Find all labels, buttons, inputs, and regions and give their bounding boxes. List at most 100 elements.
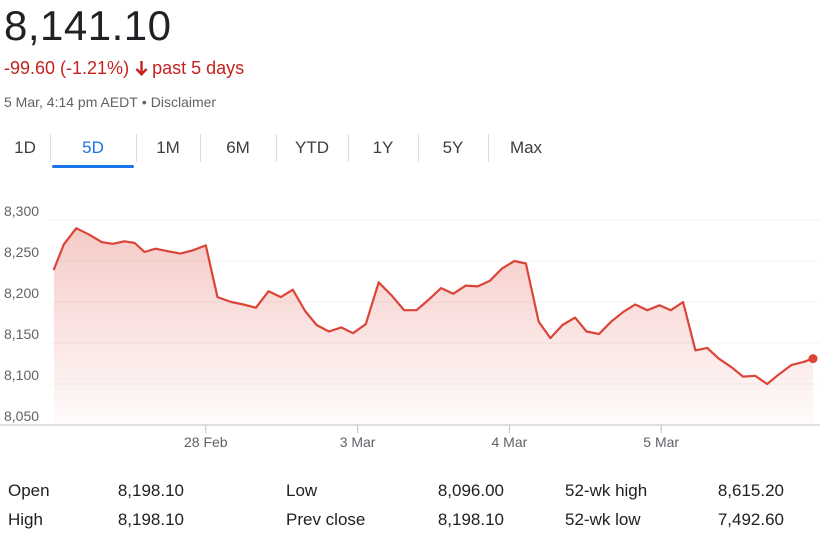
price-point xyxy=(427,298,431,302)
y-tick-label: 8,300 xyxy=(4,203,39,219)
stat-prev-close-label: Prev close xyxy=(286,510,366,529)
tab-1d[interactable]: 1D xyxy=(14,138,36,157)
tab-ytd[interactable]: YTD xyxy=(276,128,348,168)
tab-1m[interactable]: 1M xyxy=(136,128,200,168)
key-stats-table: Open 8,198.10 High 8,198.10 Low 8,096.00… xyxy=(0,472,838,542)
price-point xyxy=(122,239,126,243)
price-point xyxy=(279,295,283,299)
price-point xyxy=(191,248,195,252)
price-point xyxy=(537,320,541,324)
stat-low-label: Low xyxy=(286,481,318,500)
y-tick-label: 8,200 xyxy=(4,285,39,301)
price-point xyxy=(789,363,793,367)
price-point xyxy=(669,308,673,312)
price-point xyxy=(488,279,492,283)
price-point xyxy=(390,293,394,297)
price-points xyxy=(52,233,818,386)
price-point xyxy=(512,259,516,263)
price-point xyxy=(609,320,613,324)
stat-low-value: 8,096.00 xyxy=(437,481,504,500)
quote-timestamp: 5 Mar, 4:14 pm AEDT • Disclaimer xyxy=(4,92,216,112)
price-point xyxy=(765,382,769,386)
price-point xyxy=(464,284,468,288)
stat-52wk-low-value: 7,492.60 xyxy=(717,510,784,529)
y-tick-label: 8,250 xyxy=(4,244,39,260)
price-point xyxy=(100,240,104,244)
price-point xyxy=(178,252,182,256)
price-point xyxy=(573,316,577,320)
price-point xyxy=(645,308,649,312)
tab-6m[interactable]: 6M xyxy=(200,128,276,168)
tab-max[interactable]: Max xyxy=(488,128,564,168)
y-axis: 8,050 8,100 8,150 8,200 8,250 8,300 xyxy=(4,203,39,424)
price-point xyxy=(658,303,662,307)
price-point xyxy=(451,292,455,296)
price-point xyxy=(741,375,745,379)
x-axis: 28 Feb 3 Mar 4 Mar 5 Mar xyxy=(184,425,679,450)
price-point xyxy=(561,323,565,327)
price-point xyxy=(154,247,158,251)
x-tick-label: 5 Mar xyxy=(643,434,679,450)
price-point xyxy=(500,266,504,270)
price-point xyxy=(315,323,319,327)
price-point xyxy=(88,233,92,237)
stat-high-label: High xyxy=(8,510,43,529)
price-point xyxy=(802,360,806,364)
timestamp-separator: • xyxy=(141,94,147,110)
stat-52wk-high-value: 8,615.20 xyxy=(717,481,784,500)
price-point xyxy=(717,357,721,361)
price-point xyxy=(439,286,443,290)
tab-1y[interactable]: 1Y xyxy=(348,128,418,168)
price-point xyxy=(524,262,528,266)
stat-high-value: 8,198.10 xyxy=(117,510,184,529)
price-change: -99.60 (-1.21%) past 5 days xyxy=(4,56,244,80)
price-point xyxy=(705,346,709,350)
price-point xyxy=(327,330,331,334)
stat-52wk-high-label: 52-wk high xyxy=(565,481,648,500)
price-point xyxy=(62,243,66,247)
price-point xyxy=(241,303,245,307)
stat-prev-close-value: 8,198.10 xyxy=(437,510,504,529)
price-point xyxy=(267,289,271,293)
y-tick-label: 8,150 xyxy=(4,326,39,342)
x-tick-label: 28 Feb xyxy=(184,434,228,450)
price-point xyxy=(753,374,757,378)
stat-open-label: Open xyxy=(8,481,50,500)
last-price-marker xyxy=(808,354,818,364)
price-point xyxy=(216,295,220,299)
timestamp-text: 5 Mar, 4:14 pm AEDT xyxy=(4,94,138,110)
tab-5d[interactable]: 5D xyxy=(50,128,136,168)
disclaimer-link[interactable]: Disclaimer xyxy=(150,94,217,110)
price-line-series xyxy=(52,227,815,386)
price-point xyxy=(415,308,419,312)
price-point xyxy=(52,267,56,271)
price-point xyxy=(597,332,601,336)
price-chart[interactable]: 8,050 8,100 8,150 8,200 8,250 8,300 28 Feb 3 M… xyxy=(0,196,838,456)
price-point xyxy=(633,303,637,307)
x-tick-label: 3 Mar xyxy=(340,434,376,450)
price-point xyxy=(351,331,355,335)
price-point xyxy=(291,288,295,292)
price-point xyxy=(585,330,589,334)
stat-52wk-low-label: 52-wk low xyxy=(565,510,641,529)
arrow-down-icon xyxy=(135,60,148,76)
y-tick-label: 8,050 xyxy=(4,408,39,424)
current-price: 8,141.10 xyxy=(4,2,172,49)
price-point xyxy=(729,365,733,369)
price-point xyxy=(681,300,685,304)
price-point xyxy=(777,372,781,376)
range-tabs: 1D 5D 1M 6M YTD 1Y 5Y Max xyxy=(0,128,564,168)
change-period: past 5 days xyxy=(152,58,245,78)
price-point xyxy=(476,284,480,288)
price-point xyxy=(402,308,406,312)
price-point xyxy=(303,309,307,313)
price-point xyxy=(548,336,552,340)
price-point xyxy=(377,280,381,284)
tab-5y[interactable]: 5Y xyxy=(418,128,488,168)
price-point xyxy=(364,322,368,326)
price-point xyxy=(166,249,170,253)
y-tick-label: 8,100 xyxy=(4,367,39,383)
price-point xyxy=(111,242,115,246)
x-tick-label: 4 Mar xyxy=(492,434,528,450)
price-point xyxy=(143,250,147,254)
